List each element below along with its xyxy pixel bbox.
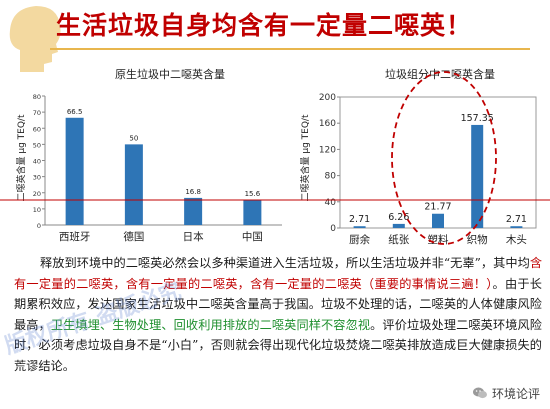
y-axis-label: 二噁英含量 μg TEQ/t	[299, 114, 311, 201]
bar	[392, 223, 405, 228]
y-tick-label: 20	[33, 190, 41, 198]
y-tick-label: 200	[319, 93, 336, 103]
bar-value-label: 66.5	[67, 108, 83, 116]
wechat-icon	[472, 387, 487, 399]
y-tick-label: 50	[33, 141, 41, 149]
bar	[65, 117, 84, 225]
bar-value-label: 50	[129, 134, 138, 142]
x-category-label: 日本	[183, 230, 204, 243]
y-tick-label: 80	[33, 93, 41, 101]
y-axis-label: 二噁英含量 μg TEQ/t	[15, 114, 27, 201]
brand-logo: 环境论评	[472, 383, 540, 403]
bar	[471, 124, 484, 228]
bar	[243, 199, 262, 225]
x-category-label: 厨余	[349, 233, 370, 246]
bar-value-label: 157.35	[461, 113, 494, 124]
bar-value-label: 2.71	[349, 214, 370, 225]
y-tick-label: 160	[319, 119, 336, 129]
paragraph-text-2: 。由于长期累积效应，发达国家生活垃圾中二噁英含量高于我国。垃圾不处理的话，二噁英…	[14, 276, 542, 332]
x-category-label: 木头	[506, 234, 527, 246]
x-category-label: 织物	[467, 233, 488, 246]
body-paragraph: 释放到环境中的二噁英必然会以多种渠道进入生活垃圾，所以生活垃圾并非“无辜”，其中…	[14, 253, 542, 377]
paragraph-text-3: 。评价垃圾处理二噁英环境风险时，必须考虑垃圾自身不是“小白”，否则就会得出现代化…	[14, 317, 542, 373]
y-tick-label: 120	[319, 145, 336, 155]
y-tick-label: 0	[37, 222, 41, 230]
y-tick-label: 40	[33, 158, 41, 166]
x-category-label: 德国	[123, 230, 144, 243]
y-tick-label: 60	[33, 125, 41, 133]
bar-value-label: 2.71	[506, 214, 527, 225]
x-category-label: 中国	[242, 230, 263, 243]
bar-value-label: 21.77	[424, 202, 451, 213]
bar-value-label: 6.26	[388, 212, 409, 223]
bar	[432, 213, 444, 228]
bar-value-label: 16.8	[185, 188, 201, 196]
y-tick-label: 70	[33, 109, 41, 117]
title-underline	[50, 48, 530, 50]
chart-original-waste: 原生垃圾中二噁英含量 二噁英含量 μg TEQ/t 0 10 20 30 40 50 60 7…	[15, 67, 282, 243]
bar-value-label: 15.6	[245, 190, 261, 198]
x-category-label: 纸张	[388, 233, 409, 246]
y-tick-label: 10	[33, 206, 41, 214]
chart-title: 垃圾组分中二噁英含量	[385, 67, 495, 81]
chart-title: 原生垃圾中二噁英含量	[115, 67, 225, 81]
paragraph-text-1: 释放到环境中的二噁英必然会以多种渠道进入生活垃圾，所以生活垃圾并非“无辜”，其中…	[40, 256, 530, 270]
x-category-label: 西班牙	[59, 231, 91, 243]
chart-waste-components: 垃圾组分中二噁英含量 二噁英含量 μg TEQ/t 0 40 80 120 160 200…	[299, 67, 537, 246]
y-tick-label: 0	[330, 224, 336, 234]
brand-name: 环境论评	[491, 386, 540, 401]
y-tick-label: 40	[325, 198, 337, 208]
bar	[510, 226, 523, 228]
bar	[184, 197, 203, 225]
bar	[353, 226, 366, 228]
charts-area: 原生垃圾中二噁英含量 二噁英含量 μg TEQ/t 0 10 20 30 40 50 60 7…	[0, 67, 550, 246]
paragraph-highlight-green: 卫生填埋、生物处理、回收利用排放的二噁英同样不容忽视	[50, 317, 371, 332]
highlight-ellipse	[391, 71, 497, 245]
page-title: 生活垃圾自身均含有一定量二噁英！	[56, 11, 473, 40]
y-tick-label: 30	[33, 174, 41, 182]
paragraph-highlight-red: 含有一定量的二噁英，含有一定量的二噁英，含有一定量的二噁英（重要的事情说三遍！）	[14, 256, 542, 291]
bar	[124, 144, 143, 225]
y-tick-label: 80	[325, 172, 337, 182]
head-silhouette-icon	[9, 6, 61, 72]
